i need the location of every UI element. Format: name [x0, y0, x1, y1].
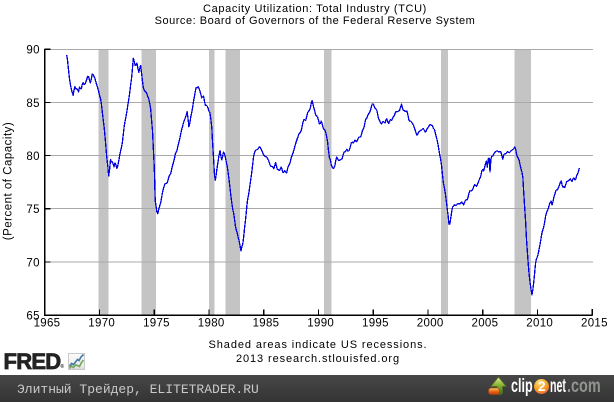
svg-text:1965: 1965: [34, 318, 61, 330]
svg-text:2010: 2010: [526, 318, 553, 330]
svg-text:75: 75: [26, 204, 39, 216]
svg-text:90: 90: [26, 45, 39, 57]
svg-text:2015: 2015: [581, 318, 608, 330]
svg-text:1975: 1975: [143, 318, 170, 330]
svg-text:85: 85: [26, 98, 39, 110]
svg-text:70: 70: [26, 257, 39, 269]
svg-text:1990: 1990: [307, 318, 334, 330]
svg-text:(Percent of Capacity): (Percent of Capacity): [3, 122, 15, 241]
svg-text:65: 65: [26, 310, 39, 322]
svg-text:2005: 2005: [472, 318, 499, 330]
svg-text:1970: 1970: [88, 318, 115, 330]
svg-text:2000: 2000: [417, 318, 444, 330]
svg-text:1985: 1985: [253, 318, 280, 330]
svg-text:80: 80: [26, 151, 39, 163]
svg-text:1995: 1995: [362, 318, 389, 330]
svg-text:1980: 1980: [198, 318, 225, 330]
